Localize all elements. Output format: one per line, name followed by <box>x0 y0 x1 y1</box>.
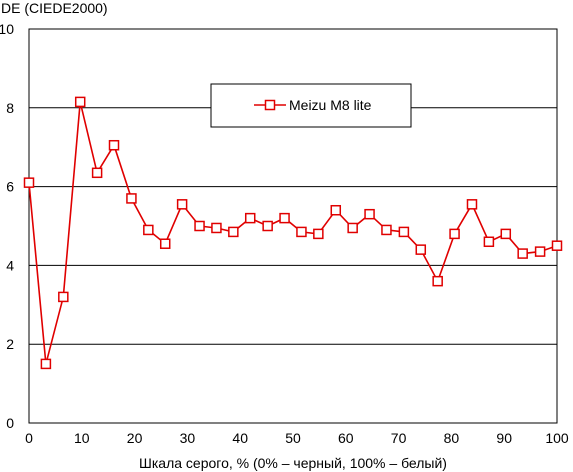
data-point-marker <box>91 167 103 179</box>
data-point-marker <box>194 220 205 232</box>
data-point-marker <box>415 244 427 255</box>
data-point-marker <box>143 224 154 236</box>
data-point-marker <box>176 199 188 210</box>
data-point-marker <box>74 96 86 108</box>
data-point-marker <box>330 204 342 216</box>
x-tick-label: 50 <box>285 430 301 446</box>
data-point-marker <box>381 224 392 236</box>
plot-area-frame <box>28 28 558 424</box>
y-tick-label: 10 <box>0 21 14 37</box>
data-point-marker <box>211 222 222 234</box>
x-tick-label: 100 <box>545 430 569 446</box>
y-tick-label: 8 <box>6 100 14 116</box>
legend-box <box>210 83 412 128</box>
legend-label: Meizu M8 lite <box>289 97 372 113</box>
series-line-0 <box>28 101 558 365</box>
data-point-marker <box>58 291 69 303</box>
x-tick-label: 60 <box>338 430 354 446</box>
x-tick-label: 80 <box>444 430 460 446</box>
data-point-marker <box>364 208 375 220</box>
x-axis-label: Шкала серого, % (0% – черный, 100% – бел… <box>139 455 447 471</box>
y-tick-label: 0 <box>6 415 14 431</box>
data-point-marker <box>296 226 307 238</box>
data-point-marker <box>500 228 512 240</box>
x-tick-label: 90 <box>496 430 512 446</box>
y-tick-labels: 0 2 4 6 8 10 <box>0 21 14 431</box>
x-tick-label: 20 <box>127 430 143 446</box>
data-point-marker <box>262 220 273 232</box>
data-point-marker <box>534 246 546 257</box>
data-point-marker <box>466 199 478 210</box>
data-point-marker <box>313 228 324 240</box>
x-tick-label: 30 <box>180 430 196 446</box>
data-point-marker <box>551 240 563 251</box>
data-point-marker <box>244 212 256 224</box>
data-point-marker <box>449 228 460 240</box>
series-layer <box>23 96 563 370</box>
y-axis-label: DE (CIEDE2000) <box>1 0 108 16</box>
data-point-marker <box>108 139 120 151</box>
data-point-marker <box>517 248 528 259</box>
data-point-marker <box>40 358 52 370</box>
y-tick-label: 4 <box>6 257 14 273</box>
legend-marker <box>264 99 276 111</box>
y-tick-label: 2 <box>6 336 14 352</box>
x-tick-label: 0 <box>25 430 33 446</box>
legend: Meizu M8 lite <box>210 83 412 128</box>
x-tick-label: 70 <box>391 430 407 446</box>
data-point-marker <box>398 226 410 238</box>
x-tick-label: 10 <box>74 430 90 446</box>
data-point-marker <box>279 212 290 224</box>
x-tick-labels: 0 10 20 30 40 50 60 70 80 90 100 <box>25 430 569 446</box>
data-point-marker <box>159 238 171 249</box>
data-point-marker <box>23 177 35 188</box>
data-point-marker <box>432 275 443 287</box>
y-tick-label: 6 <box>6 179 14 195</box>
data-point-marker <box>126 193 137 204</box>
data-point-marker <box>483 236 495 248</box>
x-tick-label: 40 <box>232 430 248 446</box>
data-point-marker <box>228 226 239 238</box>
data-point-marker <box>347 222 358 234</box>
